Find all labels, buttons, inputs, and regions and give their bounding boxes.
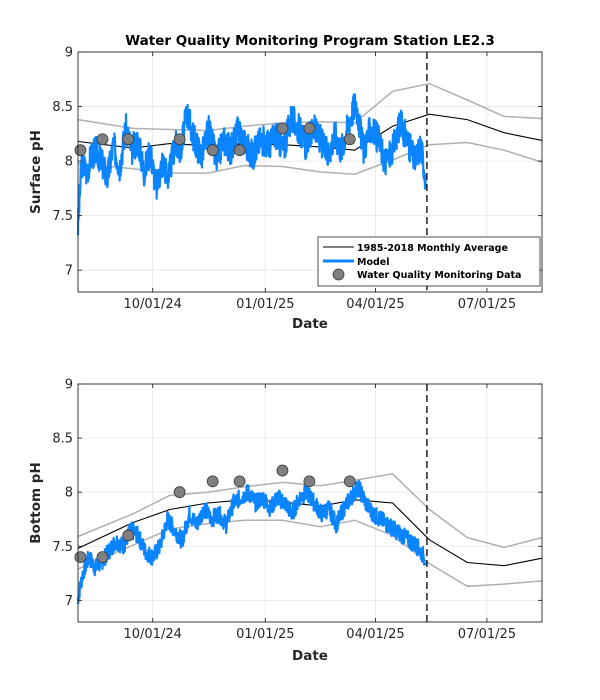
legend-model-label: Model <box>357 257 389 268</box>
bottom-xtick-label-2: 04/01/25 <box>346 627 404 642</box>
surface-observation-point <box>303 122 316 135</box>
bottom-ytick-label-1: 7.5 <box>52 540 73 555</box>
bottom-observation-point <box>303 475 316 488</box>
surface-observation-point <box>276 122 289 135</box>
surface-ytick-label-2: 8 <box>65 155 73 170</box>
bottom-xtick-label-3: 07/01/25 <box>458 627 516 642</box>
bottom-x-axis-label: Date <box>292 648 328 664</box>
bottom-model-line <box>76 479 427 605</box>
surface-xtick-label-0: 10/01/24 <box>123 297 181 312</box>
surface-ytick-label-4: 9 <box>65 46 73 61</box>
surface-axes-box <box>77 51 543 293</box>
surface-model-line <box>76 93 427 236</box>
bottom-observation-point <box>206 475 219 488</box>
surface-observation-point <box>74 144 87 157</box>
bottom-observation-point <box>122 529 135 542</box>
surface-xtick-label-2: 04/01/25 <box>346 297 404 312</box>
legend-observations-swatch <box>332 268 345 281</box>
bottom-observation-point <box>276 464 289 477</box>
bottom-xtick-label-1: 01/01/25 <box>236 627 294 642</box>
surface-ytick-label-0: 7 <box>65 264 73 279</box>
surface-ytick-label-3: 8.5 <box>52 100 73 115</box>
surface-tick-labels: 10/01/24 01/01/25 04/01/25 07/01/25 7 7.5 8 8.5… <box>52 46 516 313</box>
bottom-ytick-label-3: 8.5 <box>52 432 73 447</box>
bottom-axes-frame <box>77 383 543 623</box>
surface-observation-point <box>96 133 109 146</box>
bottom-observation-point <box>173 486 186 499</box>
bottom-observation-point <box>233 475 246 488</box>
surface-x-axis-label: Date <box>292 316 328 332</box>
bottom-xtick-label-0: 10/01/24 <box>123 627 181 642</box>
surface-observation-point <box>206 144 219 157</box>
surface-axes-frame <box>77 51 543 293</box>
bottom-envelope-upper <box>77 472 543 549</box>
legend-observations-label: Water Quality Monitoring Data <box>357 270 521 281</box>
surface-envelope-upper <box>77 82 543 132</box>
bottom-axes-box <box>77 383 543 623</box>
bottom-ph-panel: 10/01/24 01/01/25 04/01/25 07/01/25 7 7.5 8 8.5… <box>28 378 543 664</box>
surface-series-layer <box>74 52 543 292</box>
surface-ytick-label-1: 7.5 <box>52 209 73 224</box>
surface-y-axis-label: Surface pH <box>28 130 44 214</box>
surface-observation-point <box>122 133 135 146</box>
bottom-ytick-label-2: 8 <box>65 486 73 501</box>
surface-ph-panel: 10/01/24 01/01/25 04/01/25 07/01/25 7 7.5 8 8.5… <box>28 46 543 332</box>
bottom-ytick-label-0: 7 <box>65 594 73 609</box>
bottom-observation-point <box>96 551 109 563</box>
bottom-observation-point <box>74 551 87 563</box>
legend-average-label: 1985-2018 Monthly Average <box>357 243 508 254</box>
surface-observation-point <box>233 144 246 157</box>
surface-observation-point <box>173 133 186 146</box>
surface-observation-point <box>343 133 356 146</box>
bottom-ytick-label-4: 9 <box>65 378 73 393</box>
legend: 1985-2018 Monthly Average Model Water Qu… <box>317 236 541 287</box>
bottom-observation-point <box>343 475 356 488</box>
legend-box <box>317 236 541 287</box>
surface-xtick-label-1: 01/01/25 <box>236 297 294 312</box>
surface-xtick-label-3: 07/01/25 <box>458 297 516 312</box>
figure-title: Water Quality Monitoring Program Station… <box>125 33 495 49</box>
bottom-series-layer <box>74 384 543 622</box>
bottom-y-axis-label: Bottom pH <box>28 462 44 543</box>
bottom-tick-labels: 10/01/24 01/01/25 04/01/25 07/01/25 7 7.5 8 8.5… <box>52 378 516 643</box>
